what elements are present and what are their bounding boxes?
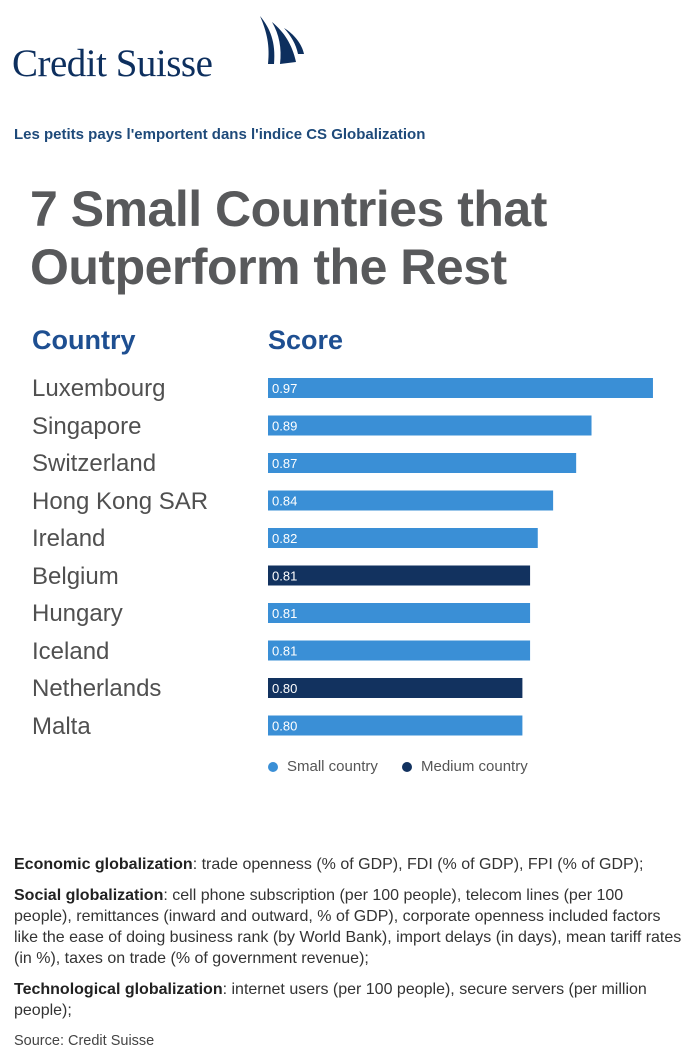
country-label: Singapore	[32, 412, 142, 440]
country-column-header: Country	[32, 325, 136, 355]
score-column-header: Score	[268, 325, 344, 355]
country-label: Netherlands	[32, 675, 162, 702]
bar-value-label: 0.81	[272, 606, 297, 621]
bar-value-label: 0.97	[272, 381, 297, 396]
note-economic-label: Economic globalization	[14, 856, 193, 873]
country-label: Ireland	[32, 525, 106, 552]
bar	[268, 453, 577, 473]
logo-wordmark: Credit Suisse	[12, 42, 213, 85]
bar	[268, 415, 592, 436]
bar-value-label: 0.84	[272, 494, 297, 509]
legend-medium-label: Medium country	[421, 758, 528, 775]
bar-value-label: 0.82	[272, 531, 297, 546]
note-social-text: : cell phone subscription (per 100 peopl…	[14, 887, 682, 967]
bar	[268, 565, 531, 586]
bar	[268, 678, 523, 698]
chart-title-line1: 7 Small Countries that	[30, 181, 547, 237]
bar	[268, 490, 554, 511]
legend-small-dot	[268, 761, 278, 772]
country-label: Iceland	[32, 637, 110, 665]
note-economic: Economic globalization: trade openness (…	[14, 854, 684, 875]
legend-medium-country: Medium country	[402, 758, 528, 775]
legend-medium-dot	[402, 761, 412, 772]
country-label: Hong Kong SAR	[32, 487, 209, 515]
article-subtitle[interactable]: Les petits pays l'emportent dans l'indic…	[14, 126, 426, 143]
bar-value-label: 0.80	[272, 719, 297, 734]
country-label: Belgium	[32, 562, 119, 590]
country-label: Malta	[32, 712, 91, 740]
legend-small-country: Small country	[268, 758, 378, 775]
note-tech-label: Technological globalization	[14, 981, 223, 998]
bar-value-label: 0.89	[272, 419, 297, 434]
notes-section: Economic globalization: trade openness (…	[14, 854, 684, 1052]
source-note: Source: Credit Suisse	[14, 1033, 155, 1049]
note-social-label: Social globalization	[14, 887, 164, 904]
note-tech: Technological globalization: internet us…	[14, 979, 684, 1021]
chart-title-line2: Outperform the Rest	[30, 239, 507, 295]
legend-small-label: Small country	[287, 758, 378, 775]
country-label: Luxembourg	[32, 375, 166, 402]
bar	[268, 378, 653, 398]
country-label: Switzerland	[32, 450, 157, 477]
country-label: Hungary	[32, 600, 123, 627]
sails-icon	[260, 16, 304, 64]
note-social: Social globalization: cell phone subscri…	[14, 885, 684, 969]
bar	[268, 715, 523, 736]
note-economic-text: : trade openness (% of GDP), FDI (% of G…	[192, 856, 644, 873]
credit-suisse-logo[interactable]: Credit Suisse	[12, 14, 304, 85]
bar	[268, 528, 538, 548]
chart-title: 7 Small Countries that Outperform the Re…	[30, 180, 547, 296]
bar-value-label: 0.80	[272, 681, 297, 696]
bar-value-label: 0.81	[272, 569, 297, 584]
note-tech-text: : internet users (per 100 people), secur…	[14, 981, 647, 1019]
bar-value-label: 0.81	[272, 644, 297, 659]
bar-value-label: 0.87	[272, 456, 297, 471]
bar	[268, 640, 531, 661]
bar	[268, 603, 531, 623]
